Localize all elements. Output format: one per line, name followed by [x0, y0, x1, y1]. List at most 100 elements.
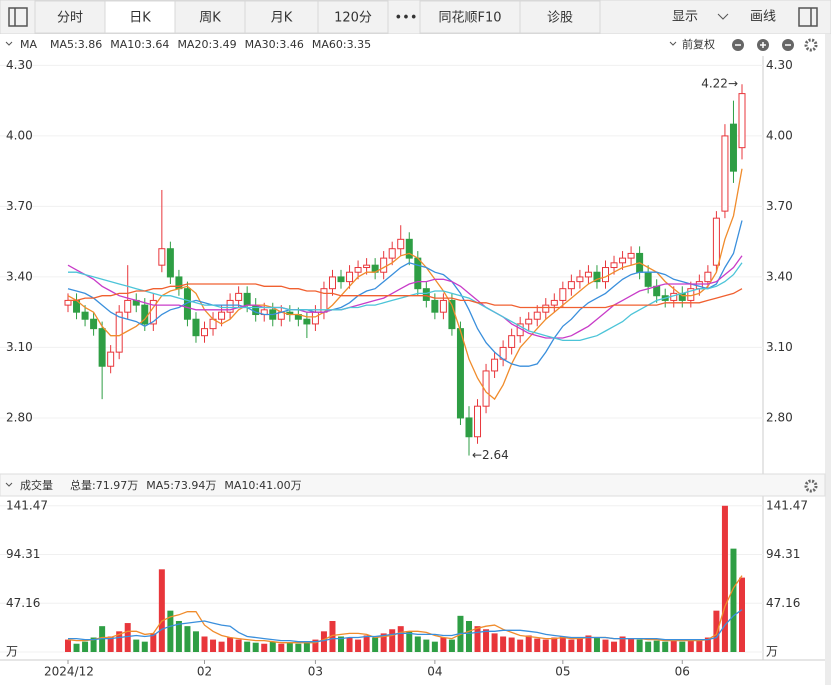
- volume-bar: [116, 631, 123, 652]
- settings-icon[interactable]: [804, 38, 818, 52]
- volume-collapse-arrow[interactable]: [5, 482, 13, 487]
- y-tick-label-right: 47.16: [766, 596, 800, 610]
- volume-bar: [662, 641, 669, 652]
- ma-line: [67, 220, 743, 367]
- candle-body: [328, 276, 336, 290]
- candle-body: [414, 257, 422, 290]
- volume-bar: [713, 610, 720, 652]
- volume-bar: [645, 641, 652, 652]
- candle-body: [363, 264, 371, 269]
- y-tick-label-right: 2.80: [766, 410, 793, 424]
- candle-body: [482, 370, 490, 407]
- price-annotation: 4.22→: [701, 77, 738, 91]
- volume-bar: [448, 639, 455, 652]
- volume-bar: [329, 620, 336, 652]
- candle-body: [346, 271, 354, 283]
- volume-bar: [363, 635, 370, 652]
- volume-bar: [124, 623, 131, 652]
- tab[interactable]: [244, 0, 319, 34]
- tab-label: 月K: [271, 11, 293, 26]
- more-icon[interactable]: •••: [394, 11, 417, 26]
- volume-bar: [346, 637, 353, 652]
- y-tick-label-left: 94.31: [6, 547, 40, 561]
- candle-body: [508, 335, 516, 348]
- adjust-arrow[interactable]: [669, 41, 677, 46]
- tab-label: 分时: [57, 11, 83, 26]
- candle-body: [704, 271, 712, 283]
- volume-bar: [278, 643, 285, 652]
- candle-body: [166, 248, 174, 278]
- volume-bar: [423, 639, 430, 652]
- candle-body: [610, 262, 618, 269]
- sidebar-toggle[interactable]: [8, 7, 28, 27]
- volume-bar: [141, 641, 148, 652]
- candle-body: [81, 311, 89, 320]
- volume-bar: [175, 620, 182, 652]
- candle-body: [439, 299, 447, 313]
- candle-body: [303, 318, 311, 325]
- legend-entry: MA10:41.00万: [224, 479, 301, 492]
- tab-group: 分时 日K 周K 月K 120分 同花顺F10 诊股: [34, 0, 601, 34]
- collapse-arrow[interactable]: [5, 41, 13, 46]
- ma-line: [68, 609, 743, 643]
- legend-entry: MA20:3.49: [177, 38, 236, 51]
- volume-bar: [252, 642, 259, 652]
- candle-body: [354, 267, 362, 273]
- legend-entry: MA5:3.86: [50, 38, 102, 51]
- volume-bar: [192, 631, 199, 652]
- tab-label: 诊股: [547, 11, 573, 26]
- volume-bar: [227, 637, 234, 652]
- tab[interactable]: [174, 0, 246, 34]
- adjust-mode[interactable]: 前复权: [682, 37, 715, 51]
- volume-bar: [355, 639, 362, 652]
- candle-body: [474, 405, 482, 438]
- x-tick-label: 05: [555, 665, 570, 679]
- draw-menu[interactable]: 画线: [750, 10, 776, 25]
- tab[interactable]: [34, 0, 106, 34]
- candle-body: [456, 328, 464, 419]
- candle-body: [627, 252, 635, 259]
- y-tick-label-right: 3.70: [766, 199, 793, 213]
- candle-body: [243, 292, 251, 306]
- candle-body: [712, 217, 720, 266]
- y-tick-label-left: 4.00: [6, 128, 33, 142]
- y-tick-label-right: 3.10: [766, 340, 793, 354]
- tab-label: 120分: [334, 11, 372, 26]
- volume-bar: [150, 633, 157, 652]
- candle-body: [107, 351, 115, 367]
- volume-bar: [303, 641, 310, 652]
- y-tick-label-left: 141.47: [6, 498, 48, 512]
- candle-body: [644, 271, 652, 287]
- volume-bar: [611, 641, 618, 652]
- tab[interactable]: [419, 0, 521, 34]
- volume-bar: [730, 548, 737, 652]
- tab[interactable]: [317, 0, 389, 34]
- ma-line: [67, 168, 743, 401]
- candle-body: [64, 299, 72, 306]
- y-tick-label-right: 141.47: [766, 498, 808, 512]
- candle-body: [533, 311, 541, 320]
- x-tick-label: 02: [197, 665, 212, 679]
- candle-body: [576, 276, 584, 283]
- candle-body: [124, 299, 132, 313]
- volume-settings-icon[interactable]: [804, 479, 818, 493]
- panel-toggle[interactable]: [798, 7, 818, 27]
- volume-bar: [704, 637, 711, 652]
- volume-bar: [210, 639, 217, 652]
- candle-body: [226, 299, 234, 313]
- volume-bar: [261, 643, 268, 652]
- y-tick-label-left: 3.40: [6, 269, 33, 283]
- volume-bar: [628, 638, 635, 652]
- volume-bar: [551, 637, 558, 652]
- volume-bar: [653, 640, 660, 652]
- display-arrow: [717, 13, 729, 20]
- candle-body: [601, 267, 609, 283]
- tab-label: 周K: [199, 11, 221, 26]
- candle-body: [653, 285, 661, 297]
- tab[interactable]: [519, 0, 601, 34]
- y-tick-label-left: 47.16: [6, 596, 40, 610]
- volume-bar: [320, 631, 327, 652]
- volume-bar: [491, 633, 498, 652]
- volume-bar: [483, 629, 490, 652]
- display-menu[interactable]: 显示: [672, 10, 698, 25]
